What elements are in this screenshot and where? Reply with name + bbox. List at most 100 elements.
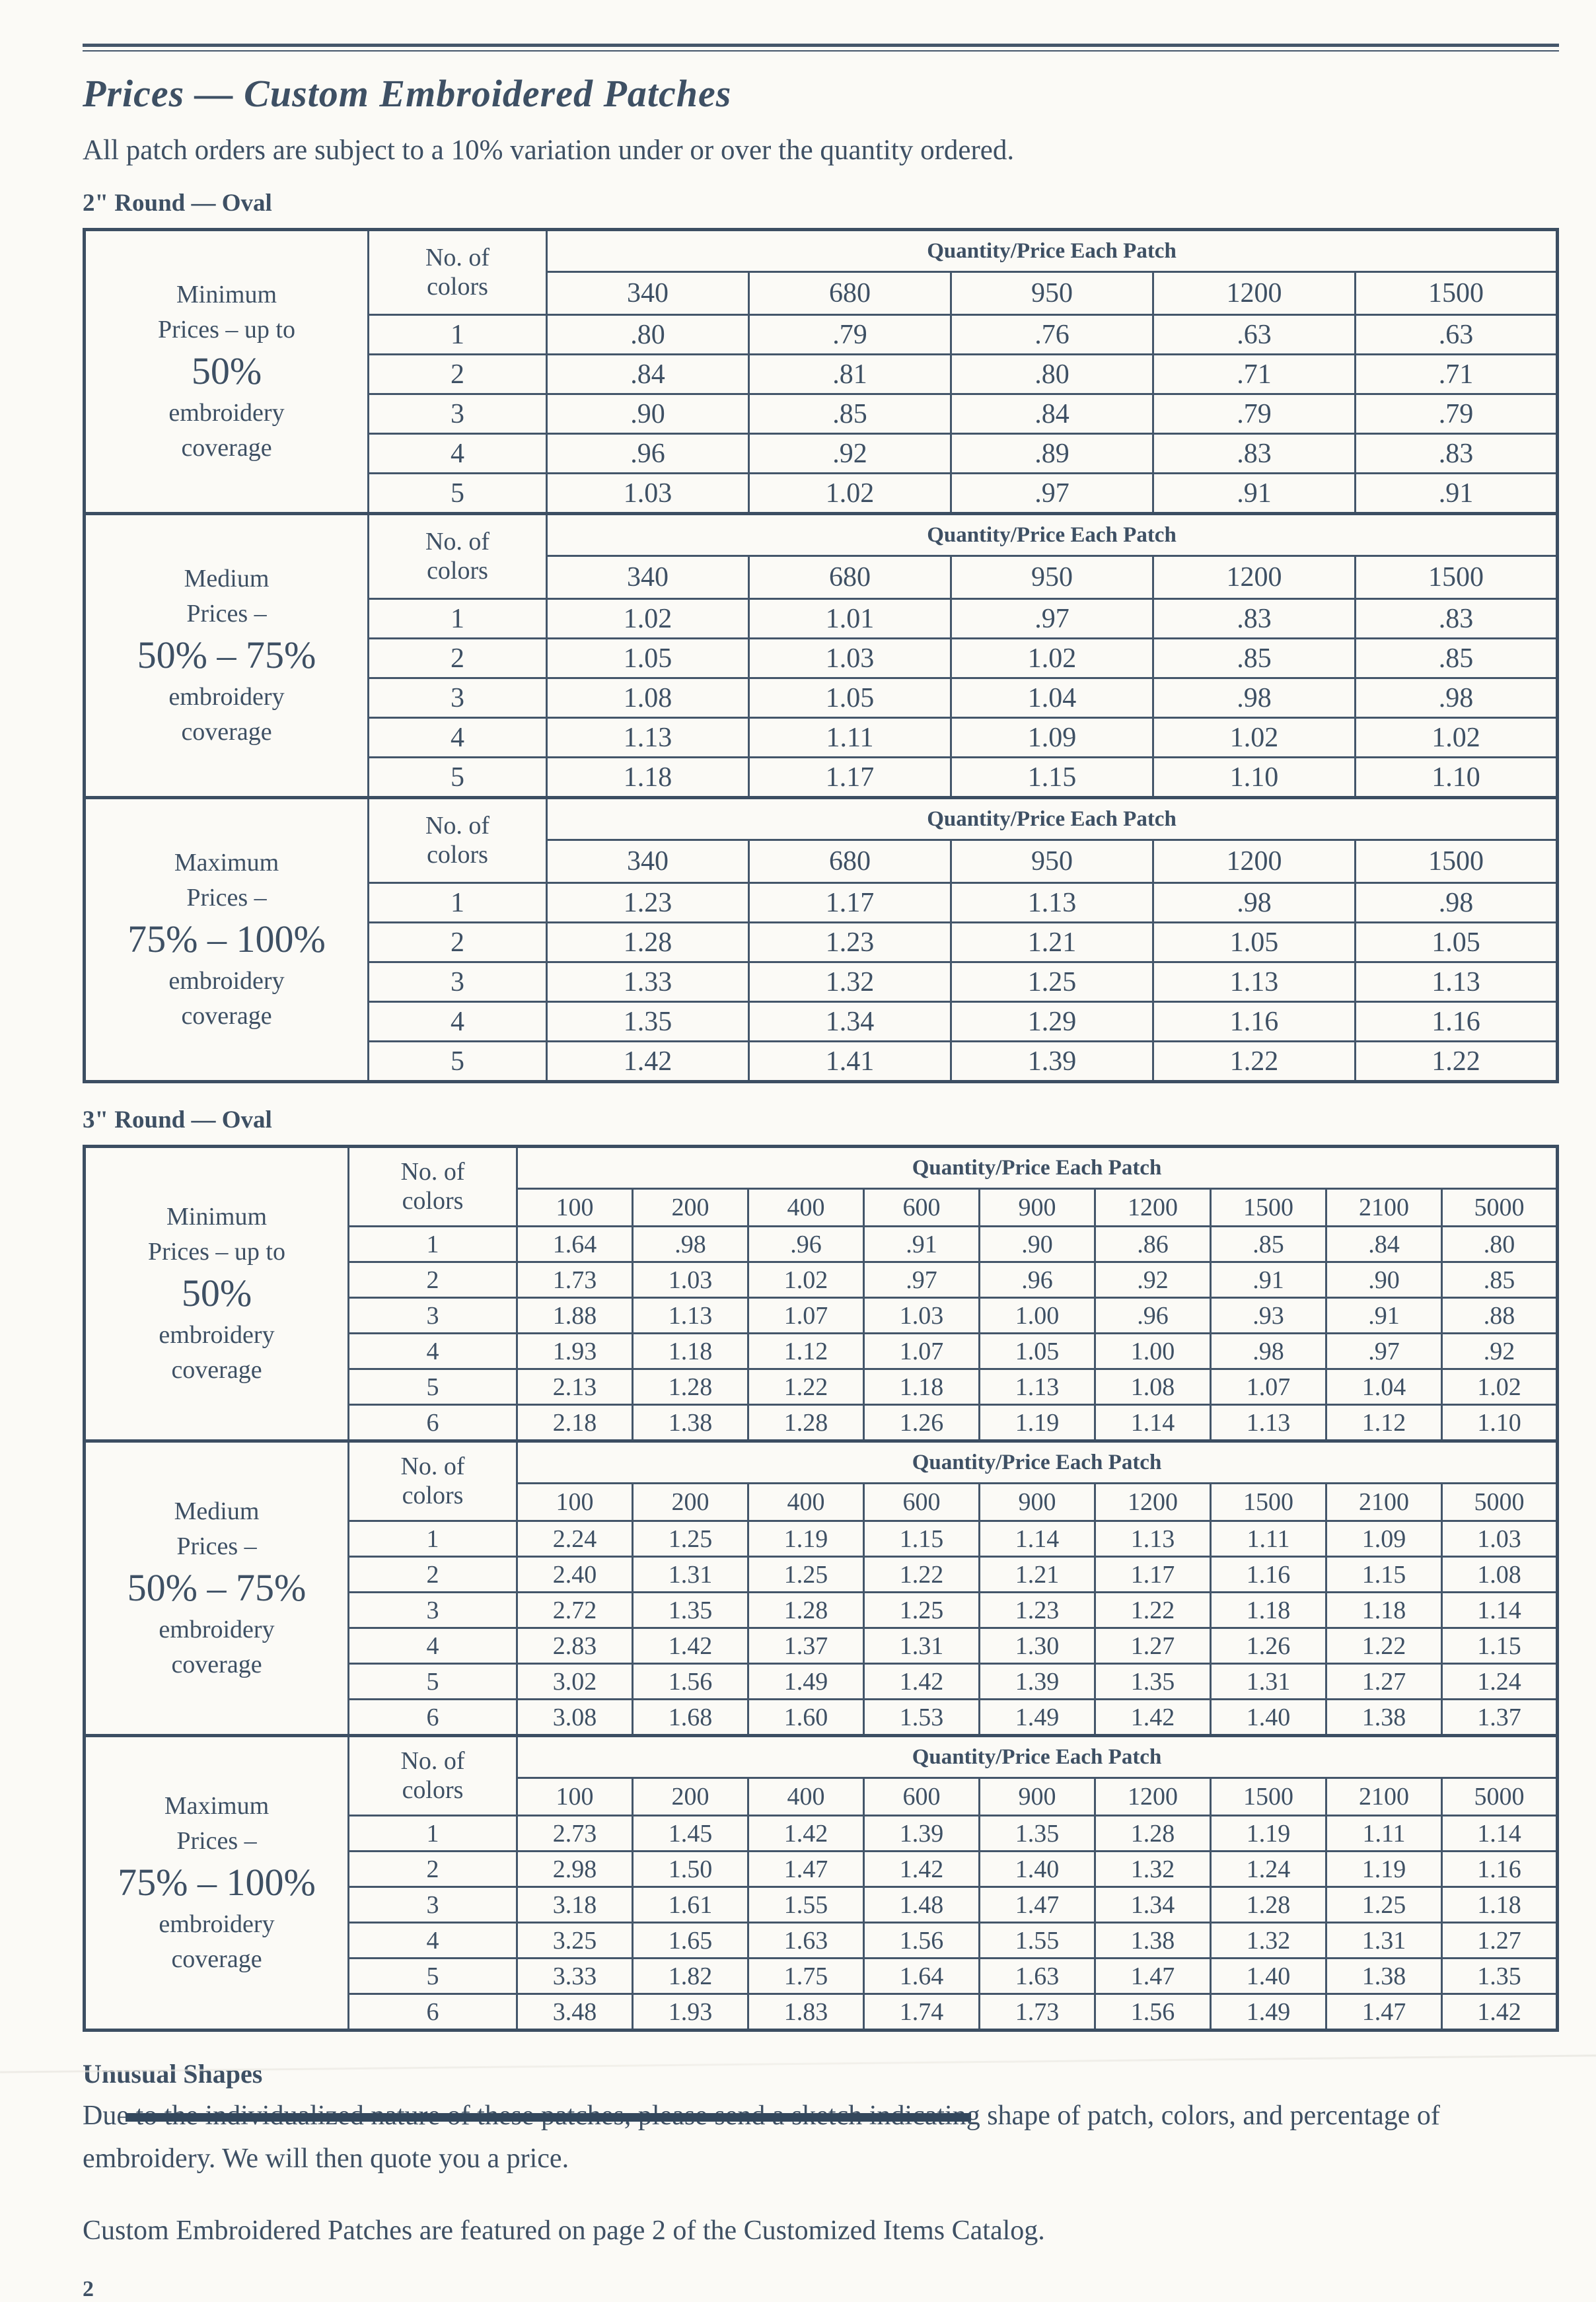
- quantity-header: 340: [546, 271, 750, 316]
- num-colors-cell: 6: [347, 1993, 518, 2031]
- quantity-header: 1500: [1210, 1482, 1327, 1522]
- price-cell: 1.27: [1441, 1922, 1558, 1959]
- price-cell: 1.07: [863, 1332, 980, 1370]
- price-cell: .88: [1441, 1297, 1558, 1334]
- price-cell: 1.25: [950, 961, 1154, 1003]
- quantity-header: 1500: [1210, 1188, 1327, 1227]
- price-cell: 1.28: [546, 921, 750, 963]
- price-cell: 1.10: [1441, 1404, 1558, 1442]
- price-cell: 3.02: [516, 1663, 634, 1700]
- table-row: 2 1.73 1.03 1.02.97.96.92.91.90.85: [85, 1261, 1558, 1299]
- page-number: 2: [83, 2277, 94, 2302]
- price-cell: 1.31: [1210, 1663, 1327, 1700]
- price-cell: 1.04: [950, 677, 1154, 719]
- price-cell: .84: [1325, 1225, 1443, 1263]
- price-table: Medium Prices –50% – 75% embroidery coverag…: [83, 512, 1559, 799]
- num-colors-cell: 6: [347, 1698, 518, 1737]
- price-cell: 1.02: [1441, 1368, 1558, 1406]
- price-cell: 1.14: [1441, 1815, 1558, 1852]
- quantity-price-header: Quantity/Price Each Patch: [516, 1145, 1558, 1190]
- price-cell: 1.42: [863, 1663, 980, 1700]
- price-cell: .96: [747, 1225, 865, 1263]
- price-cell: 3.33: [516, 1957, 634, 1995]
- price-cell: 1.08: [546, 677, 750, 719]
- price-cell: 1.32: [1210, 1922, 1327, 1959]
- price-cell: 1.27: [1325, 1663, 1443, 1700]
- quantity-header: 400: [747, 1188, 865, 1227]
- price-cell: 1.02: [748, 472, 952, 515]
- price-cell: 1.05: [546, 637, 750, 679]
- price-cell: .90: [1325, 1261, 1443, 1299]
- price-table: Maximum Prices –75% – 100% embroidery cover…: [83, 1734, 1559, 2032]
- num-colors-cell: 1: [347, 1815, 518, 1852]
- quantity-header: 950: [950, 271, 1154, 316]
- quantity-header: 100: [516, 1482, 634, 1522]
- price-cell: 1.16: [1210, 1556, 1327, 1593]
- price-cell: 1.11: [1210, 1520, 1327, 1558]
- price-cell: 1.42: [632, 1627, 749, 1665]
- price-cell: 1.18: [1441, 1886, 1558, 1924]
- quantity-header-row: 100 200 400 600 900 1200 1500 2100 5000: [85, 1482, 1558, 1522]
- price-cell: 1.22: [747, 1368, 865, 1406]
- price-cell: .84: [950, 393, 1154, 435]
- price-cell: 1.26: [1210, 1627, 1327, 1665]
- price-cell: .92: [1094, 1261, 1212, 1299]
- price-cell: 1.02: [747, 1261, 865, 1299]
- table-row: 5 1.03 1.02.97.91.91: [85, 472, 1558, 515]
- price-cell: 1.56: [863, 1922, 980, 1959]
- price-cell: 1.22: [1325, 1627, 1443, 1665]
- coverage-label: Medium Prices –50% – 75% embroidery coverag…: [83, 513, 369, 799]
- price-cell: .80: [950, 353, 1154, 395]
- price-cell: 1.15: [1325, 1556, 1443, 1593]
- price-cell: 1.22: [1152, 1040, 1356, 1083]
- price-cell: 1.47: [978, 1886, 1096, 1924]
- table-row: 6 3.08 1.68 1.60 1.53 1.49 1.42 1.40 1.38 1.37: [85, 1698, 1558, 1737]
- price-cell: 1.40: [1210, 1698, 1327, 1737]
- price-cell: 1.64: [863, 1957, 980, 1995]
- price-cell: 1.22: [863, 1556, 980, 1593]
- price-cell: .98: [1152, 677, 1356, 719]
- price-cell: 1.35: [1094, 1663, 1212, 1700]
- price-cell: 1.28: [1210, 1886, 1327, 1924]
- quantity-header: 600: [863, 1188, 980, 1227]
- price-cell: 1.07: [1210, 1368, 1327, 1406]
- price-cell: 1.15: [1441, 1627, 1558, 1665]
- price-cell: 1.25: [747, 1556, 865, 1593]
- coverage-label: Medium Prices –50% – 75% embroidery coverag…: [83, 1440, 349, 1737]
- table-row: 3 1.88 1.13 1.07 1.03 1.00.96.93.91.88: [85, 1297, 1558, 1334]
- price-cell: 1.64: [516, 1225, 634, 1263]
- price-cell: 1.14: [1094, 1404, 1212, 1442]
- price-cell: 1.49: [747, 1663, 865, 1700]
- price-cell: .91: [863, 1225, 980, 1263]
- table-row: 4.96.92.89.83.83: [85, 433, 1558, 474]
- price-cell: 1.02: [1354, 717, 1558, 758]
- table-row: 2 2.98 1.50 1.47 1.42 1.40 1.32 1.24 1.19 1.16: [85, 1850, 1558, 1888]
- price-cell: 1.63: [978, 1957, 1096, 1995]
- num-colors-cell: 1: [367, 882, 548, 923]
- price-cell: 1.05: [1354, 921, 1558, 963]
- price-cell: 1.53: [863, 1698, 980, 1737]
- table-row: 1 1.64.98.96.91.90.86.85.84.80: [85, 1225, 1558, 1263]
- quantity-header: 1500: [1354, 271, 1558, 316]
- catalog-note: Custom Embroidered Patches are featured …: [83, 2215, 1045, 2247]
- price-cell: 2.24: [516, 1520, 634, 1558]
- quantity-header: 1200: [1094, 1482, 1212, 1522]
- quantity-header: 400: [747, 1777, 865, 1816]
- price-cell: 1.55: [747, 1886, 865, 1924]
- price-cell: 1.15: [863, 1520, 980, 1558]
- price-cell: 1.02: [546, 598, 750, 639]
- price-cell: 1.21: [978, 1556, 1096, 1593]
- price-cell: 2.73: [516, 1815, 634, 1852]
- price-cell: 1.03: [632, 1261, 749, 1299]
- num-colors-cell: 3: [367, 677, 548, 719]
- price-cell: 1.13: [978, 1368, 1096, 1406]
- price-cell: 1.14: [978, 1520, 1096, 1558]
- price-cell: 3.48: [516, 1993, 634, 2031]
- quantity-price-header: Quantity/Price Each Patch: [516, 1440, 1558, 1484]
- price-cell: 1.27: [1094, 1627, 1212, 1665]
- price-cell: .91: [1210, 1261, 1327, 1299]
- page-title: Prices — Custom Embroidered Patches: [83, 72, 732, 115]
- page-subtitle: All patch orders are subject to a 10% va…: [83, 135, 1015, 166]
- price-cell: 1.63: [747, 1922, 865, 1959]
- price-cell: .98: [1152, 882, 1356, 923]
